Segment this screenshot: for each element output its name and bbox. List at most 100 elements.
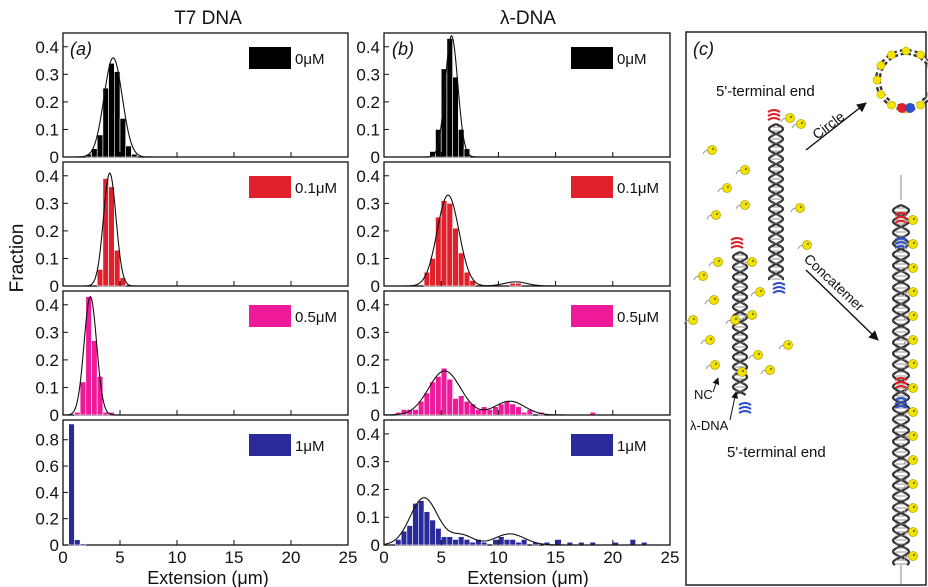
concatemer-helix bbox=[892, 203, 910, 566]
gaussian-fit-line bbox=[383, 370, 670, 416]
nc-body bbox=[707, 145, 717, 155]
end-arc bbox=[767, 117, 781, 121]
legend-label: 1μM bbox=[295, 438, 324, 455]
nc-on-circle bbox=[887, 50, 896, 60]
nc-protein bbox=[717, 183, 732, 193]
concatemer-blue-junction bbox=[894, 237, 908, 249]
y-tick-label: 0.1 bbox=[35, 249, 59, 268]
legend-label: 0μM bbox=[617, 51, 646, 68]
end-arc bbox=[894, 381, 908, 385]
nc-body bbox=[908, 287, 918, 297]
nc-protein bbox=[903, 359, 918, 369]
x-tick-label: 25 bbox=[661, 548, 680, 567]
nc-dot bbox=[912, 385, 916, 389]
y-tick-label: 0.4 bbox=[35, 167, 59, 186]
histogram-bar bbox=[395, 539, 402, 546]
nc-body bbox=[755, 287, 765, 297]
lambda-pointer bbox=[729, 391, 739, 421]
histogram-bar bbox=[74, 539, 81, 546]
nc-body bbox=[709, 295, 719, 305]
nc-body bbox=[908, 263, 918, 273]
x-axis-label-b: Extension (μm) bbox=[467, 568, 588, 587]
circle-junction-blue bbox=[905, 103, 915, 113]
y-tick-label: 0 bbox=[50, 277, 59, 296]
histogram-bar bbox=[463, 271, 471, 287]
column-title-lambda: λ-DNA bbox=[500, 8, 556, 29]
histogram-bar bbox=[79, 543, 87, 546]
histogram-panels: 0 0.1 0.2 0.3 0.4 0μM 0 0.1 0.2 0.3 0.4 0.1μM 0 0.1 0.… bbox=[35, 32, 680, 567]
concatemer-red-junction bbox=[894, 212, 908, 224]
nc-protein bbox=[780, 113, 795, 123]
end-arc bbox=[894, 220, 908, 224]
histogram-bar bbox=[452, 76, 459, 158]
y-tick-label: 0 bbox=[50, 406, 59, 425]
end-arc bbox=[894, 377, 908, 381]
y-tick-label: 0 bbox=[371, 148, 380, 167]
dna-5prime-end-blue bbox=[738, 402, 752, 414]
histogram-bar bbox=[446, 203, 453, 287]
histogram-bar bbox=[400, 530, 408, 546]
end-arc bbox=[730, 241, 744, 245]
gaussian-fit-line bbox=[384, 34, 670, 158]
y-tick-label: 0.8 bbox=[35, 431, 59, 450]
histogram-bar bbox=[440, 536, 448, 546]
y-tick-label: 0.2 bbox=[356, 480, 380, 499]
nc-dot bbox=[751, 259, 755, 263]
label-bottom-5prime-end: 5'-terminal end bbox=[727, 444, 826, 461]
nc-body bbox=[737, 367, 747, 377]
histogram-bar bbox=[492, 406, 499, 416]
nc-dot bbox=[744, 202, 748, 206]
nc-dot bbox=[751, 312, 755, 316]
nc-body bbox=[730, 315, 740, 325]
nc-dot bbox=[912, 529, 916, 533]
histogram-bar bbox=[435, 528, 442, 546]
nc-body bbox=[747, 257, 757, 267]
nc-protein bbox=[748, 350, 763, 360]
histogram-bar bbox=[458, 252, 465, 287]
gaussian-fit-line bbox=[62, 295, 348, 416]
x-tick-label: 25 bbox=[339, 548, 358, 567]
histogram-bar bbox=[629, 539, 636, 546]
label-top-5prime-end: 5'-terminal end bbox=[716, 83, 815, 100]
helix-strand bbox=[892, 203, 910, 566]
nc-dot bbox=[715, 212, 719, 216]
y-tick-label: 0.4 bbox=[35, 483, 59, 502]
end-arc bbox=[894, 237, 908, 241]
x-tick-label: 15 bbox=[546, 548, 565, 567]
histogram-bar bbox=[108, 63, 115, 158]
nc-body bbox=[908, 383, 918, 393]
lambda-dna-helix-right bbox=[767, 122, 785, 281]
nc-protein bbox=[700, 335, 715, 345]
nc-body bbox=[908, 311, 918, 321]
nc-protein bbox=[791, 119, 806, 129]
nc-dot bbox=[692, 317, 696, 321]
histogram-bar bbox=[114, 249, 121, 287]
circle-junction-red bbox=[897, 103, 907, 113]
nc-protein bbox=[903, 383, 918, 393]
y-tick-label: 0.2 bbox=[35, 351, 59, 370]
end-arc bbox=[894, 401, 908, 405]
y-tick-label: 0.2 bbox=[35, 222, 59, 241]
y-tick-label: 0.3 bbox=[356, 323, 380, 342]
nc-body bbox=[908, 503, 918, 513]
histogram-bar bbox=[79, 381, 87, 416]
nc-body bbox=[740, 200, 750, 210]
histogram-bar bbox=[131, 153, 138, 158]
nc-protein bbox=[725, 315, 740, 325]
legend-swatch bbox=[249, 305, 291, 327]
histogram-bar bbox=[418, 500, 425, 546]
end-arc bbox=[730, 237, 744, 241]
helix-strand bbox=[892, 203, 910, 566]
legend-label: 0.1μM bbox=[617, 180, 659, 197]
dna-5prime-end-red bbox=[767, 109, 781, 121]
histogram-bar bbox=[435, 376, 442, 416]
nc-dot bbox=[912, 337, 916, 341]
nc-dot bbox=[912, 265, 916, 269]
histogram-bar bbox=[68, 423, 75, 546]
plot-frame bbox=[383, 32, 671, 158]
histogram-bar bbox=[463, 539, 471, 546]
x-tick-label: 20 bbox=[282, 548, 301, 567]
nc-on-circle bbox=[876, 61, 886, 70]
nc-protein bbox=[742, 257, 757, 267]
